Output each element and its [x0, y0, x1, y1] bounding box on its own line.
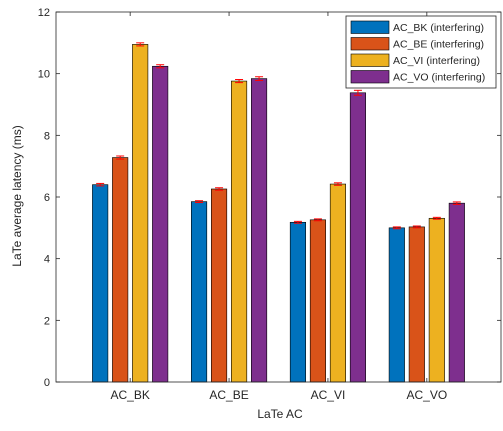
bar	[329, 183, 346, 383]
legend-label: AC_VI (interfering)	[393, 55, 480, 67]
y-tick-label: 2	[44, 315, 50, 327]
legend-label: AC_BK (interfering)	[393, 22, 484, 34]
axes-layer: 0 2 4 6 8 10 12 AC_BK AC_BE AC_VI AC_VO	[38, 7, 502, 402]
legend-swatch	[350, 70, 390, 84]
x-tick-label: AC_BK	[110, 388, 149, 402]
bars-layer	[92, 42, 465, 383]
y-axis-label: LaTe average latency (ms)	[10, 125, 24, 266]
legend-label: AC_VO (interfering)	[393, 72, 485, 84]
y-tick-label: 10	[38, 69, 50, 81]
bar	[428, 217, 445, 383]
bar	[112, 157, 129, 383]
y-tick-label: 6	[44, 192, 50, 204]
legend-label: AC_BE (interfering)	[393, 39, 484, 51]
bar	[92, 184, 109, 383]
bar	[251, 78, 268, 383]
legend: AC_BK (interfering) AC_BE (interfering) AC…	[345, 15, 497, 89]
bar	[132, 44, 149, 383]
legend-swatch	[350, 20, 390, 34]
x-tick-label: AC_VO	[406, 388, 447, 402]
bar	[448, 202, 465, 383]
x-tick-label: AC_BE	[209, 388, 248, 402]
bar	[211, 188, 228, 383]
bar	[349, 92, 366, 383]
y-tick-label: 0	[44, 377, 50, 389]
legend-swatch	[350, 53, 390, 67]
y-tick-label: 4	[44, 254, 50, 266]
bar	[289, 221, 306, 383]
x-axis-label: LaTe AC	[257, 407, 303, 421]
y-tick-label: 8	[44, 130, 50, 142]
legend-swatch	[350, 37, 390, 51]
bar	[231, 80, 248, 383]
y-tick-label: 12	[38, 7, 50, 19]
bar	[388, 227, 405, 383]
bar	[191, 201, 208, 383]
bar	[152, 65, 169, 383]
x-tick-label: AC_VI	[311, 388, 346, 402]
bar	[309, 219, 326, 383]
bar	[408, 226, 425, 383]
